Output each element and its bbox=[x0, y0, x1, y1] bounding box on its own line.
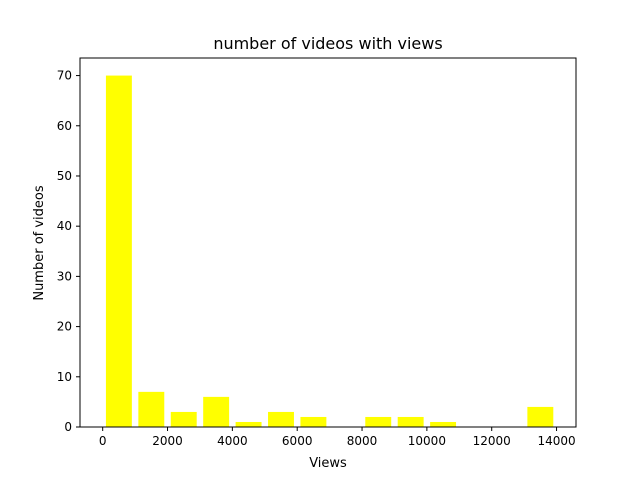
y-axis-ticks: 0 10 20 30 40 50 60 70 bbox=[57, 69, 80, 434]
histogram-bar bbox=[203, 396, 230, 427]
x-tick-label: 12000 bbox=[473, 434, 511, 448]
y-tick-label: 30 bbox=[57, 269, 72, 283]
y-tick-label: 70 bbox=[57, 69, 72, 83]
x-tick-label: 4000 bbox=[217, 434, 248, 448]
histogram-bar bbox=[300, 416, 327, 427]
x-tick-label: 14000 bbox=[537, 434, 575, 448]
y-tick-label: 10 bbox=[57, 370, 72, 384]
histogram-bar bbox=[430, 421, 457, 427]
y-tick-label: 40 bbox=[57, 219, 72, 233]
histogram-bar bbox=[397, 416, 424, 427]
y-axis-label: Number of videos bbox=[32, 185, 47, 301]
y-tick-label: 20 bbox=[57, 320, 72, 334]
histogram-bar bbox=[268, 411, 294, 427]
y-tick-label: 0 bbox=[64, 420, 72, 434]
histogram-bar bbox=[138, 391, 165, 427]
x-tick-label: 2000 bbox=[152, 434, 183, 448]
histogram-bar bbox=[527, 406, 554, 427]
histogram-bar bbox=[170, 411, 197, 427]
histogram-bar bbox=[105, 75, 132, 427]
y-tick-label: 50 bbox=[57, 169, 72, 183]
bars-group bbox=[105, 75, 554, 427]
x-tick-label: 8000 bbox=[347, 434, 378, 448]
x-tick-label: 6000 bbox=[282, 434, 313, 448]
plot-frame bbox=[79, 57, 577, 428]
x-tick-label: 0 bbox=[99, 434, 107, 448]
x-tick-label: 10000 bbox=[408, 434, 446, 448]
x-axis-label: Views bbox=[309, 456, 347, 471]
histogram-bar bbox=[235, 421, 262, 427]
x-axis-ticks: 0 2000 4000 6000 8000 10000 12000 14000 bbox=[99, 427, 576, 448]
chart-title: number of videos with views bbox=[213, 34, 442, 53]
y-tick-label: 60 bbox=[57, 119, 72, 133]
histogram-bar bbox=[365, 416, 392, 427]
